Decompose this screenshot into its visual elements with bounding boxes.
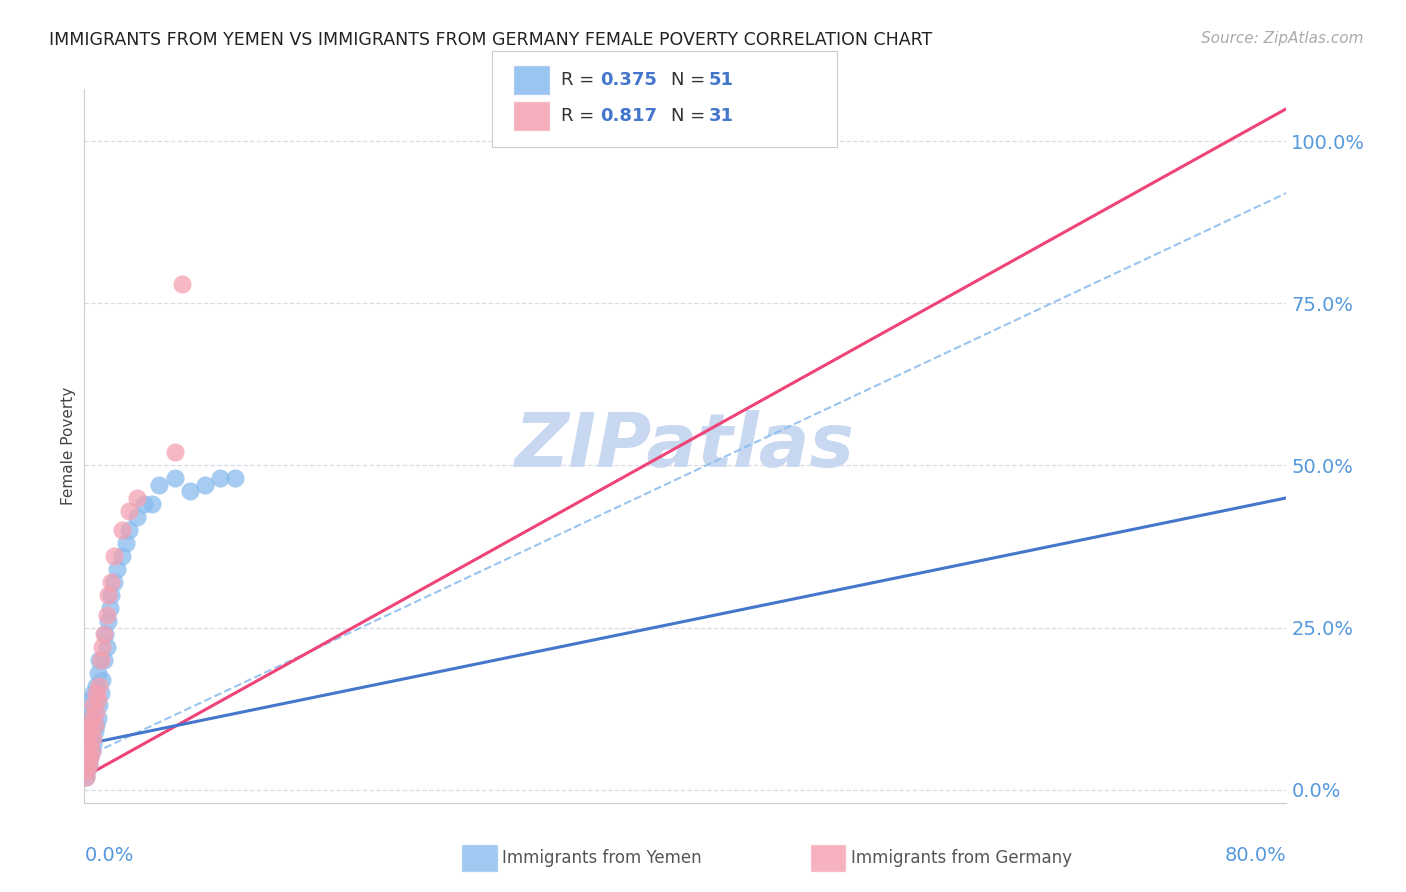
Point xyxy=(80,724,103,739)
Point xyxy=(179,484,201,499)
Text: R =: R = xyxy=(561,71,600,89)
Point xyxy=(163,471,186,485)
Point xyxy=(75,731,97,745)
Point xyxy=(76,731,98,745)
Point xyxy=(86,705,108,719)
Point xyxy=(76,750,98,764)
Text: 51: 51 xyxy=(709,71,734,89)
Point xyxy=(89,653,111,667)
Point xyxy=(96,607,118,622)
Point xyxy=(111,524,134,538)
Point xyxy=(100,588,122,602)
Point xyxy=(76,738,98,752)
Point xyxy=(76,744,98,758)
Point xyxy=(125,510,148,524)
Point xyxy=(86,679,108,693)
Text: 31: 31 xyxy=(709,107,734,125)
Point xyxy=(141,497,163,511)
Point xyxy=(208,471,231,485)
Point xyxy=(91,640,114,654)
Point xyxy=(93,627,115,641)
Point xyxy=(125,491,148,505)
Point xyxy=(87,711,110,725)
Point xyxy=(97,588,120,602)
Point xyxy=(80,711,103,725)
Point xyxy=(79,731,101,745)
Point xyxy=(89,679,111,693)
Point xyxy=(163,445,186,459)
Text: 0.375: 0.375 xyxy=(600,71,657,89)
Point xyxy=(77,705,100,719)
Point xyxy=(83,698,105,713)
Point xyxy=(107,562,129,576)
Point xyxy=(75,756,97,771)
Point xyxy=(79,750,101,764)
Point xyxy=(79,711,101,725)
Point xyxy=(87,692,110,706)
Text: 80.0%: 80.0% xyxy=(1225,846,1286,864)
Point xyxy=(86,718,108,732)
Point xyxy=(77,744,100,758)
Point xyxy=(93,653,115,667)
Point xyxy=(170,277,193,291)
Point xyxy=(118,524,141,538)
Text: IMMIGRANTS FROM YEMEN VS IMMIGRANTS FROM GERMANY FEMALE POVERTY CORRELATION CHAR: IMMIGRANTS FROM YEMEN VS IMMIGRANTS FROM… xyxy=(49,31,932,49)
Point xyxy=(90,685,112,699)
Point xyxy=(75,756,97,771)
Y-axis label: Female Poverty: Female Poverty xyxy=(60,387,76,505)
Point xyxy=(80,692,103,706)
Point xyxy=(77,718,100,732)
Text: 0.0%: 0.0% xyxy=(84,846,134,864)
Text: Immigrants from Yemen: Immigrants from Yemen xyxy=(502,849,702,867)
Point xyxy=(82,698,104,713)
Point xyxy=(98,601,121,615)
Point xyxy=(100,575,122,590)
Point xyxy=(91,673,114,687)
Point xyxy=(89,698,111,713)
Point xyxy=(134,497,156,511)
Text: R =: R = xyxy=(561,107,600,125)
Point xyxy=(77,738,100,752)
Point xyxy=(111,549,134,564)
Text: Source: ZipAtlas.com: Source: ZipAtlas.com xyxy=(1201,31,1364,46)
Point xyxy=(87,666,110,681)
Point xyxy=(96,640,118,654)
Point xyxy=(97,614,120,628)
Point xyxy=(86,685,108,699)
Text: N =: N = xyxy=(671,71,710,89)
Text: N =: N = xyxy=(671,107,710,125)
Point xyxy=(76,718,98,732)
Point xyxy=(80,744,103,758)
Point xyxy=(148,478,170,492)
Point xyxy=(115,536,138,550)
Point xyxy=(75,770,97,784)
Point xyxy=(77,756,100,771)
Point xyxy=(82,718,104,732)
Point xyxy=(103,575,125,590)
Point xyxy=(118,504,141,518)
Text: ZIPatlas: ZIPatlas xyxy=(516,409,855,483)
Point xyxy=(83,718,105,732)
Point xyxy=(82,685,104,699)
Point xyxy=(75,744,97,758)
Point xyxy=(103,549,125,564)
Point xyxy=(224,471,246,485)
Point xyxy=(82,731,104,745)
Point xyxy=(75,770,97,784)
Point xyxy=(77,756,100,771)
Point xyxy=(82,738,104,752)
Point xyxy=(76,764,98,778)
Point xyxy=(94,627,117,641)
Text: 0.817: 0.817 xyxy=(600,107,658,125)
Point xyxy=(90,653,112,667)
Point xyxy=(79,724,101,739)
Point xyxy=(194,478,217,492)
Text: Immigrants from Germany: Immigrants from Germany xyxy=(851,849,1071,867)
Point xyxy=(80,744,103,758)
Point xyxy=(79,750,101,764)
Point xyxy=(77,724,100,739)
Point xyxy=(76,764,98,778)
Point xyxy=(83,724,105,739)
